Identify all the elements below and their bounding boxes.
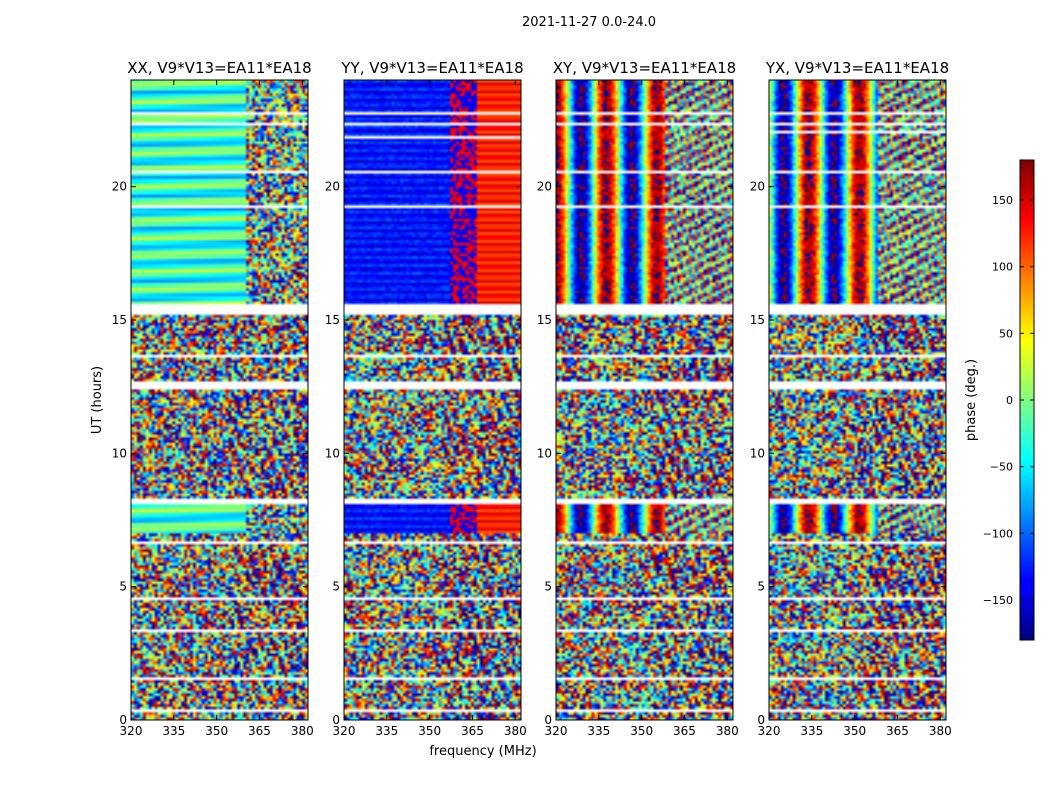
colorbar-tick-label: 0 bbox=[1006, 394, 1013, 407]
x-axis-label: frequency (MHz) bbox=[429, 744, 536, 759]
y-tick-label: 5 bbox=[119, 580, 127, 594]
y-tick-label: 15 bbox=[325, 313, 340, 327]
panel-title: XY, V9*V13=EA11*EA18 bbox=[553, 59, 736, 77]
panel-yy: YY, V9*V13=EA11*EA18 0 5 10 15 20 320 335 350 365… bbox=[325, 59, 527, 738]
x-tick-label: 365 bbox=[248, 724, 271, 738]
y-tick-label: 15 bbox=[537, 313, 552, 327]
x-tick-label: 380 bbox=[929, 724, 952, 738]
y-tick-label: 0 bbox=[544, 713, 552, 727]
panel-yx: YX, V9*V13=EA11*EA18 0 5 10 15 20 320 335 350 365… bbox=[750, 59, 952, 738]
panel-xx: XX, V9*V13=EA11*EA18 0 5 10 15 20 320 335 350 365… bbox=[112, 59, 314, 738]
x-tick-label: 380 bbox=[716, 724, 739, 738]
colorbar-tick-label: −150 bbox=[983, 594, 1013, 607]
panel-frame bbox=[555, 79, 734, 721]
colorbar-tick-label: −100 bbox=[983, 527, 1013, 540]
x-tick-label: 365 bbox=[461, 724, 484, 738]
panel-xy: XY, V9*V13=EA11*EA18 0 5 10 15 20 320 335 350 365… bbox=[537, 59, 739, 738]
colorbar-tick-label: −50 bbox=[990, 461, 1013, 474]
colorbar-tick-label: 50 bbox=[999, 327, 1013, 340]
heatmap-image bbox=[556, 80, 733, 720]
panel-title: YX, V9*V13=EA11*EA18 bbox=[765, 59, 949, 77]
x-tick-label: 320 bbox=[758, 724, 781, 738]
heatmap-image bbox=[344, 80, 521, 720]
panel-frame bbox=[343, 79, 522, 721]
y-tick-label: 20 bbox=[537, 180, 552, 194]
y-tick-label: 20 bbox=[112, 180, 127, 194]
colorbar-tick-label: 150 bbox=[992, 194, 1013, 207]
y-tick-label: 10 bbox=[325, 446, 340, 460]
y-tick-label: 0 bbox=[119, 713, 127, 727]
x-tick-label: 320 bbox=[120, 724, 143, 738]
x-tick-label: 335 bbox=[375, 724, 398, 738]
x-tick-label: 350 bbox=[630, 724, 653, 738]
y-axis-label: UT (hours) bbox=[90, 366, 105, 434]
colorbar-tick-label: 100 bbox=[992, 261, 1013, 274]
x-tick-label: 335 bbox=[800, 724, 823, 738]
x-tick-label: 335 bbox=[162, 724, 185, 738]
x-tick-label: 335 bbox=[587, 724, 610, 738]
y-tick-label: 20 bbox=[325, 180, 340, 194]
heatmap-image bbox=[131, 80, 308, 720]
y-tick-label: 10 bbox=[750, 446, 765, 460]
y-tick-label: 15 bbox=[112, 313, 127, 327]
x-tick-label: 380 bbox=[291, 724, 314, 738]
colorbar-label: phase (deg.) bbox=[964, 359, 979, 441]
x-tick-label: 320 bbox=[333, 724, 356, 738]
x-tick-label: 365 bbox=[673, 724, 696, 738]
panel-frame bbox=[130, 79, 309, 721]
x-tick-label: 350 bbox=[418, 724, 441, 738]
figure-title: 2021-11-27 0.0-24.0 bbox=[522, 15, 656, 30]
y-tick-label: 5 bbox=[544, 580, 552, 594]
x-tick-label: 350 bbox=[205, 724, 228, 738]
y-tick-label: 0 bbox=[332, 713, 340, 727]
y-tick-label: 15 bbox=[750, 313, 765, 327]
y-tick-label: 0 bbox=[757, 713, 765, 727]
x-tick-label: 380 bbox=[504, 724, 527, 738]
panel-frame bbox=[768, 79, 947, 721]
x-tick-label: 320 bbox=[545, 724, 568, 738]
panel-title: YY, V9*V13=EA11*EA18 bbox=[340, 59, 523, 77]
colorbar: 150 100 50 0 −50 −100 −150 phase (deg.) bbox=[964, 159, 1035, 641]
y-tick-label: 5 bbox=[757, 580, 765, 594]
y-tick-label: 20 bbox=[750, 180, 765, 194]
y-tick-label: 10 bbox=[537, 446, 552, 460]
x-tick-label: 365 bbox=[886, 724, 909, 738]
panel-title: XX, V9*V13=EA11*EA18 bbox=[127, 59, 311, 77]
y-tick-label: 10 bbox=[112, 446, 127, 460]
heatmap-image bbox=[769, 80, 946, 720]
y-tick-label: 5 bbox=[332, 580, 340, 594]
x-tick-label: 350 bbox=[843, 724, 866, 738]
